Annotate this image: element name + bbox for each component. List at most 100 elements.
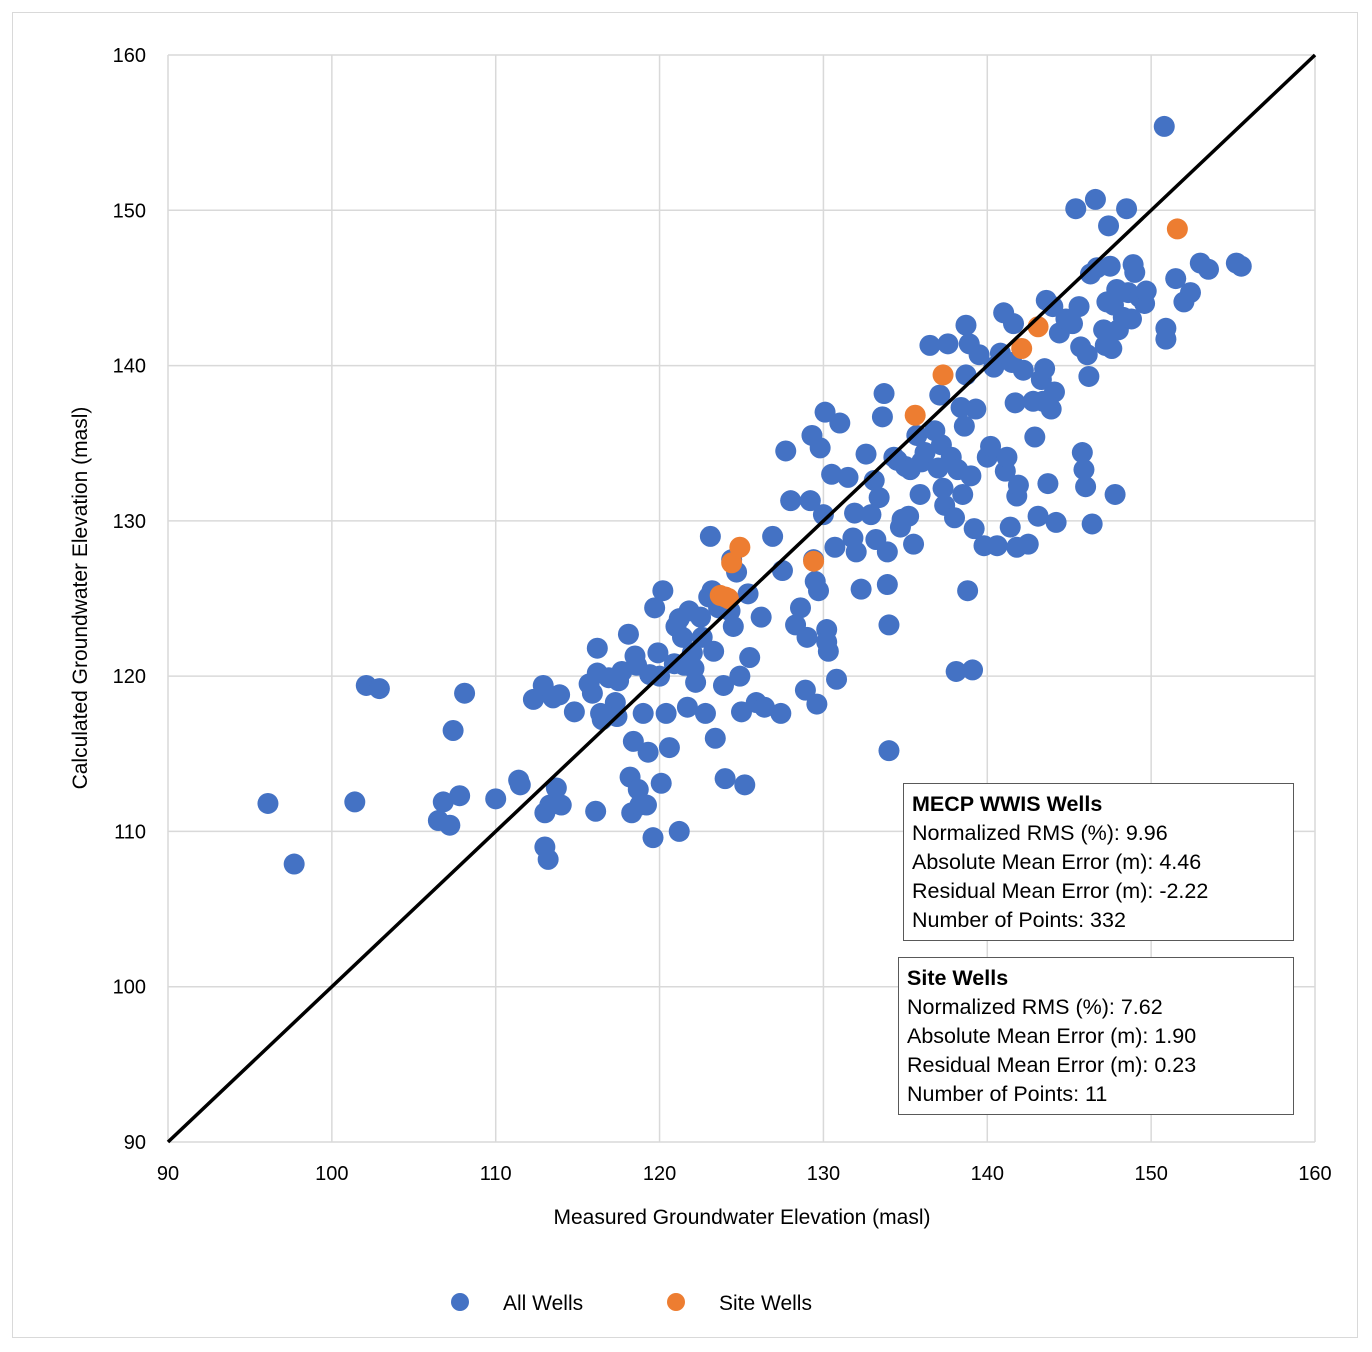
point-all-wells <box>965 398 987 420</box>
point-all-wells <box>932 477 954 499</box>
point-all-wells <box>283 853 305 875</box>
point-all-wells <box>860 504 882 526</box>
point-all-wells <box>829 412 851 434</box>
point-all-wells <box>368 678 390 700</box>
point-all-wells <box>898 505 920 527</box>
x-tick-label: 120 <box>643 1163 676 1185</box>
point-all-wells <box>944 507 966 529</box>
stats-box-mecp: MECP WWIS Wells Normalized RMS (%): 9.96… <box>903 783 1294 941</box>
point-all-wells <box>1230 255 1252 277</box>
point-all-wells <box>968 344 990 366</box>
point-all-wells <box>734 774 756 796</box>
chart-frame <box>12 12 1358 1338</box>
point-all-wells <box>1004 392 1026 414</box>
point-site-wells <box>904 404 926 426</box>
point-all-wells <box>1101 337 1123 359</box>
point-all-wells <box>537 848 559 870</box>
point-all-wells <box>806 693 828 715</box>
point-site-wells <box>1011 337 1033 359</box>
point-all-wells <box>980 435 1002 457</box>
point-all-wells <box>906 424 928 446</box>
point-all-wells <box>1012 359 1034 381</box>
point-all-wells <box>937 333 959 355</box>
stats-title-mecp: MECP WWIS Wells <box>912 792 1103 816</box>
x-tick-label: 130 <box>807 1163 840 1185</box>
point-all-wells <box>714 768 736 790</box>
x-tick-label: 100 <box>315 1163 348 1185</box>
point-all-wells <box>1007 474 1029 496</box>
point-all-wells <box>722 615 744 637</box>
point-all-wells <box>986 535 1008 557</box>
point-all-wells <box>1042 296 1064 318</box>
point-all-wells <box>962 659 984 681</box>
point-all-wells <box>1017 533 1039 555</box>
point-all-wells <box>1045 511 1067 533</box>
point-all-wells <box>1165 268 1187 290</box>
point-all-wells <box>586 637 608 659</box>
point-all-wells <box>1120 308 1142 330</box>
point-all-wells <box>1116 198 1138 220</box>
point-all-wells <box>454 682 476 704</box>
point-all-wells <box>1197 258 1219 280</box>
point-all-wells <box>563 701 585 723</box>
point-all-wells <box>650 772 672 794</box>
point-all-wells <box>432 791 454 813</box>
point-all-wells <box>794 679 816 701</box>
point-all-wells <box>642 827 664 849</box>
point-all-wells <box>817 640 839 662</box>
point-all-wells <box>585 800 607 822</box>
point-all-wells <box>929 384 951 406</box>
data-points <box>257 115 1252 875</box>
point-all-wells <box>945 660 967 682</box>
one-to-one-line <box>166 53 1317 1144</box>
stats-line: Absolute Mean Error (m): 1.90 <box>907 1024 1197 1048</box>
point-all-wells <box>996 446 1018 468</box>
y-tick-label: 110 <box>114 821 146 843</box>
point-all-wells <box>549 684 571 706</box>
point-all-wells <box>676 696 698 718</box>
point-all-wells <box>873 383 895 405</box>
point-all-wells <box>1068 296 1090 318</box>
point-all-wells <box>703 640 725 662</box>
point-all-wells <box>845 541 867 563</box>
point-all-wells <box>635 794 657 816</box>
point-all-wells <box>903 533 925 555</box>
point-all-wells <box>999 516 1021 538</box>
point-all-wells <box>844 502 866 524</box>
point-all-wells <box>694 702 716 724</box>
point-all-wells <box>878 614 900 636</box>
point-all-wells <box>1071 442 1093 464</box>
point-all-wells <box>550 794 572 816</box>
x-tick-label: 140 <box>971 1163 1004 1185</box>
stats-line: Normalized RMS (%): 7.62 <box>907 995 1163 1019</box>
point-all-wells <box>1037 473 1059 495</box>
point-all-wells <box>812 504 834 526</box>
point-all-wells <box>1034 358 1056 380</box>
y-tick-label: 150 <box>113 200 146 222</box>
point-all-wells <box>1073 459 1095 481</box>
x-tick-label: 110 <box>480 1163 512 1185</box>
point-all-wells <box>1078 365 1100 387</box>
point-all-wells <box>753 696 775 718</box>
y-tick-label: 160 <box>113 45 146 67</box>
point-all-wells <box>955 364 977 386</box>
point-all-wells <box>1024 426 1046 448</box>
point-all-wells <box>808 580 830 602</box>
stats-line: Absolute Mean Error (m): 4.46 <box>912 850 1202 874</box>
point-all-wells <box>647 642 669 664</box>
y-tick-label: 100 <box>113 977 146 999</box>
point-all-wells <box>809 437 831 459</box>
point-all-wells <box>681 642 703 664</box>
stats-line: Residual Mean Error (m): 0.23 <box>907 1053 1197 1077</box>
stats-line: Normalized RMS (%): 9.96 <box>912 821 1168 845</box>
point-all-wells <box>449 785 471 807</box>
point-all-wells <box>442 719 464 741</box>
point-all-wells <box>770 702 792 724</box>
point-all-wells <box>485 788 507 810</box>
point-site-wells <box>714 586 736 608</box>
point-all-wells <box>821 463 843 485</box>
y-axis-title: Calculated Groundwater Elevation (masl) <box>69 407 92 790</box>
stats-title-site: Site Wells <box>907 966 1009 990</box>
point-all-wells <box>1124 261 1146 283</box>
